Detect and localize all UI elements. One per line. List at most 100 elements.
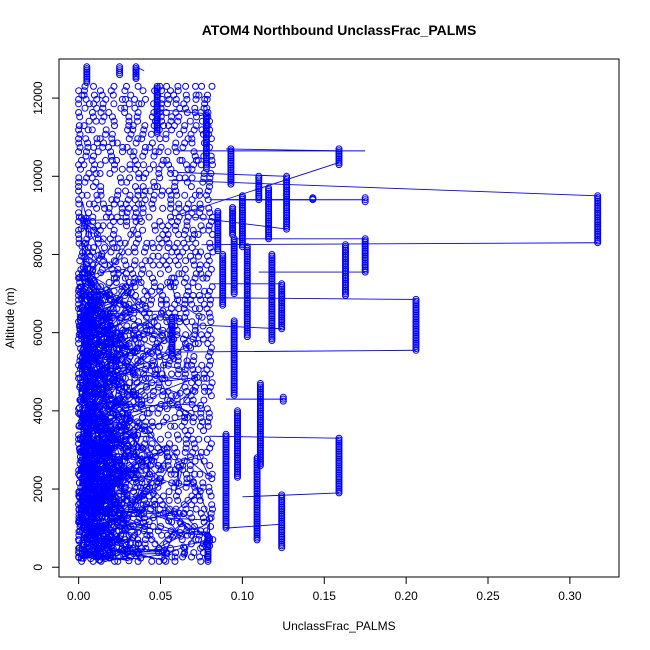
data-point <box>283 172 291 180</box>
data-point <box>122 301 130 309</box>
data-point <box>187 540 195 548</box>
data-point <box>183 109 191 116</box>
data-point <box>80 91 88 99</box>
data-point <box>188 196 196 204</box>
data-point <box>108 156 116 164</box>
data-point <box>94 235 102 243</box>
data-point <box>138 261 146 269</box>
data-point <box>174 496 182 504</box>
data-point <box>143 383 150 391</box>
data-point <box>95 297 103 305</box>
data-point <box>335 434 343 442</box>
data-point <box>139 152 147 160</box>
data-point <box>165 488 173 496</box>
data-point <box>164 244 172 252</box>
data-point <box>177 520 185 528</box>
data-point <box>90 143 98 151</box>
data-point <box>110 244 118 252</box>
data-point <box>208 82 216 90</box>
data-point <box>75 174 83 182</box>
data-point <box>171 422 179 430</box>
data-point <box>115 377 123 385</box>
data-point <box>131 335 139 343</box>
data-point <box>181 296 189 304</box>
data-point <box>106 515 114 522</box>
data-point <box>227 145 235 153</box>
data-point <box>126 343 134 351</box>
data-point <box>167 470 175 478</box>
data-point <box>190 440 198 448</box>
data-point <box>96 540 104 548</box>
data-point <box>342 241 349 249</box>
data-point <box>165 536 173 544</box>
data-point <box>94 310 102 317</box>
data-point <box>95 251 103 259</box>
data-point <box>188 514 196 522</box>
data-point <box>139 209 147 217</box>
data-point <box>188 318 196 326</box>
data-point <box>196 422 204 430</box>
data-point <box>95 556 103 564</box>
data-point <box>110 341 118 349</box>
data-point <box>139 376 146 384</box>
data-point <box>205 472 213 480</box>
data-point <box>89 218 97 225</box>
data-point <box>114 187 122 195</box>
data-point <box>121 383 128 391</box>
data-point <box>137 443 145 451</box>
data-point <box>189 257 197 265</box>
data-point <box>203 405 211 413</box>
data-point <box>171 444 179 452</box>
data-point <box>183 414 191 421</box>
data-point <box>110 495 118 503</box>
data-point <box>119 374 127 382</box>
data-point <box>146 326 154 334</box>
data-point <box>151 226 159 234</box>
data-point <box>146 165 153 173</box>
data-point <box>164 148 172 156</box>
data-point <box>171 414 179 422</box>
data-point <box>134 550 142 558</box>
data-point <box>148 405 156 413</box>
data-point <box>132 183 139 191</box>
data-point <box>84 534 92 542</box>
data-point <box>121 109 129 116</box>
data-point <box>183 523 191 530</box>
data-point <box>191 191 199 199</box>
data-point <box>109 305 117 313</box>
data-point <box>163 156 171 164</box>
data-point <box>188 165 196 173</box>
data-point <box>121 87 129 95</box>
data-point <box>98 91 106 99</box>
data-point <box>142 456 150 464</box>
data-point <box>114 458 122 466</box>
data-point <box>134 528 142 536</box>
data-point <box>203 191 210 199</box>
data-point <box>139 191 147 199</box>
data-point <box>100 365 108 373</box>
data-point <box>170 283 178 291</box>
data-point <box>105 489 113 497</box>
data-point <box>197 296 205 304</box>
data-point <box>206 326 214 334</box>
data-point <box>86 300 94 308</box>
data-point <box>186 117 194 125</box>
data-point <box>143 500 150 508</box>
data-point <box>188 174 196 182</box>
data-point <box>201 387 209 395</box>
data-point <box>190 204 198 212</box>
data-point <box>203 274 211 282</box>
data-point <box>138 479 146 487</box>
data-point <box>101 204 109 212</box>
data-point <box>139 183 147 191</box>
data-point <box>135 235 143 243</box>
data-point <box>141 523 149 530</box>
data-point <box>122 341 130 349</box>
data-point <box>179 209 187 217</box>
data-point <box>183 527 191 535</box>
data-point <box>75 100 83 108</box>
data-point <box>183 440 190 448</box>
data-point <box>117 104 125 112</box>
data-point <box>80 122 88 130</box>
data-point <box>164 279 172 286</box>
